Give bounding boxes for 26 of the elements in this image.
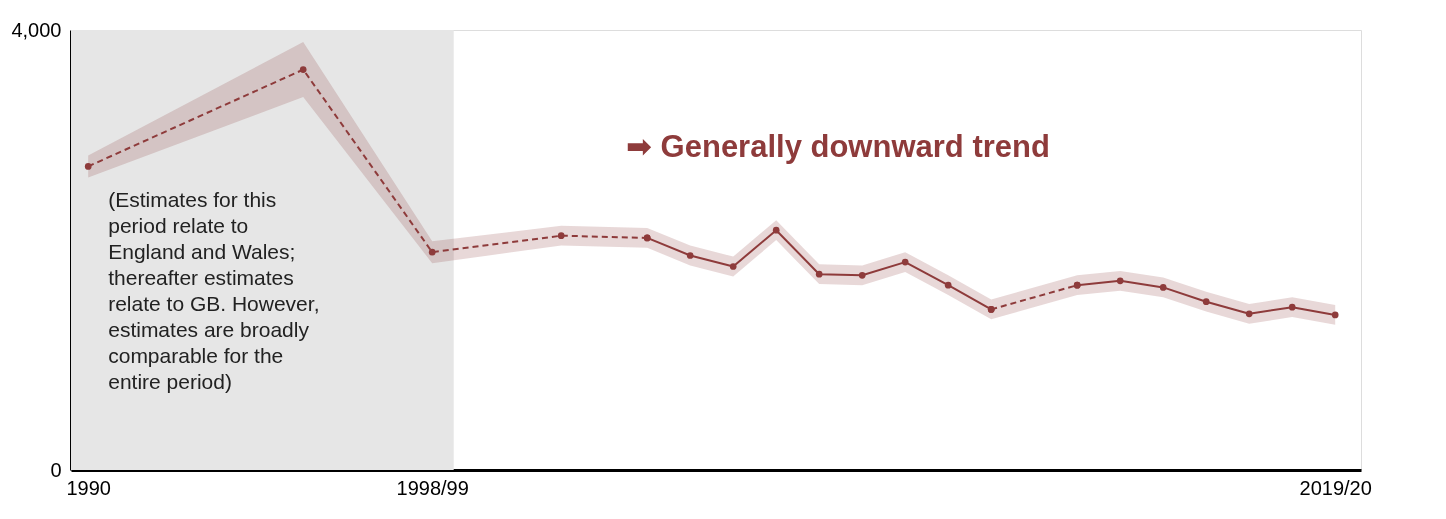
y-tick-label: 4,000 (11, 18, 62, 41)
y-tick-label: 0 (50, 458, 62, 481)
point (299, 66, 307, 73)
point (944, 281, 952, 289)
point (858, 271, 866, 279)
point (772, 226, 780, 234)
point (1116, 277, 1124, 285)
point (901, 258, 909, 266)
x-tick-label: 1998/99 (396, 476, 469, 499)
point (729, 263, 737, 270)
point (557, 232, 565, 240)
point (686, 252, 694, 259)
point (815, 270, 823, 278)
point (1288, 303, 1296, 311)
x-tick-label: 2019/20 (1299, 476, 1372, 499)
point (1245, 310, 1253, 318)
point (428, 248, 436, 256)
point (84, 163, 92, 170)
point (1159, 284, 1167, 291)
point (643, 234, 651, 242)
band-label: (Estimates for this period relate to England and Wales; thereafter estimates relate to GB. However, estimates are broadly comparable for the entire period) (108, 188, 320, 393)
point (1073, 281, 1081, 289)
annotation: ➡ Generally downward trend (626, 129, 1050, 164)
x-tick-label: 1990 (66, 476, 111, 499)
point (1202, 298, 1210, 306)
point (1331, 311, 1339, 319)
